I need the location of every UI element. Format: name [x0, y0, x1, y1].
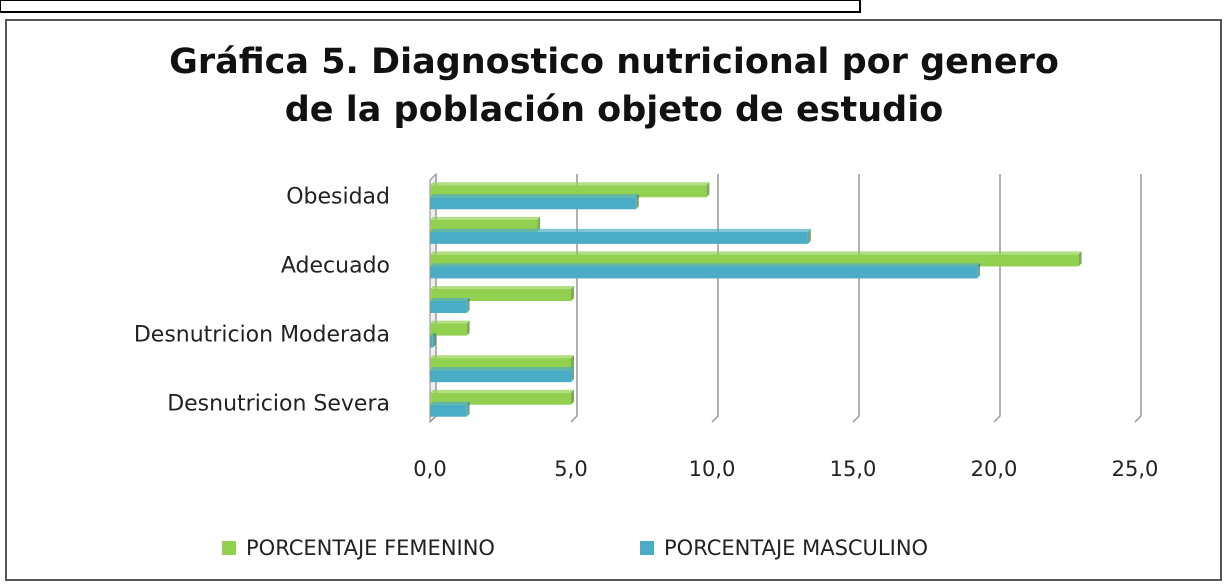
bar	[430, 367, 574, 383]
bar-side	[571, 389, 574, 405]
bar-top	[430, 251, 1082, 255]
top-frame	[0, 0, 861, 13]
bar-side	[537, 216, 541, 232]
bar	[430, 228, 811, 244]
bar	[430, 320, 470, 336]
bar-top	[430, 332, 436, 336]
bar-face	[430, 370, 571, 383]
bar	[430, 263, 981, 279]
bar-face	[430, 301, 467, 313]
bar-top	[430, 194, 639, 198]
bar	[430, 401, 470, 417]
legend-swatch	[640, 541, 654, 555]
bar-face	[430, 231, 808, 244]
grid-line	[1134, 174, 1142, 423]
x-tick-label: 0,0	[413, 457, 446, 481]
bar-face	[430, 197, 636, 210]
bar-side	[571, 355, 574, 371]
legend-swatch	[222, 541, 236, 555]
bar-side	[466, 298, 470, 313]
x-tick-label: 15,0	[830, 457, 877, 481]
bar-side	[1078, 251, 1082, 267]
bar-side	[977, 263, 981, 279]
y-tick-label: Desnutricion Moderada	[134, 323, 390, 348]
bar-top	[430, 298, 470, 301]
bar-top	[430, 367, 574, 371]
bar-top	[430, 389, 574, 393]
bar-side	[571, 367, 574, 383]
bar-top	[430, 216, 541, 220]
bar-top	[430, 286, 574, 289]
bar-face	[430, 323, 467, 336]
bar-face	[430, 335, 433, 348]
bar-face	[430, 404, 467, 417]
bar-side	[432, 332, 436, 348]
chart-title: Gráfica 5. Diagnostico nutricional por g…	[169, 42, 1059, 130]
bar-side	[807, 228, 811, 244]
x-tick-label: 10,0	[689, 457, 736, 481]
x-tick-label: 20,0	[971, 457, 1018, 481]
bar-top	[430, 182, 710, 186]
bar	[430, 298, 470, 313]
bar	[430, 194, 639, 210]
legend-label: PORCENTAJE MASCULINO	[664, 536, 928, 560]
y-tick-label: Adecuado	[281, 253, 390, 278]
bar	[430, 332, 436, 348]
bar-side	[466, 401, 470, 417]
x-tick-label: 5,0	[554, 457, 587, 481]
bar-top	[430, 228, 811, 232]
x-tick-label: 25,0	[1112, 457, 1159, 481]
legend-label: PORCENTAJE FEMENINO	[246, 536, 495, 560]
bar-top	[430, 355, 574, 359]
bar-top	[430, 401, 470, 405]
bar-side	[571, 286, 574, 301]
bar-top	[430, 320, 470, 324]
bar-side	[635, 194, 639, 210]
bar-side	[466, 320, 470, 336]
chart-frame	[5, 19, 1222, 581]
y-tick-label: Obesidad	[286, 184, 390, 209]
y-tick-label: Desnutricion Severa	[167, 392, 390, 417]
bar-face	[430, 266, 978, 279]
bar-top	[430, 263, 981, 267]
bar-side	[706, 182, 710, 198]
